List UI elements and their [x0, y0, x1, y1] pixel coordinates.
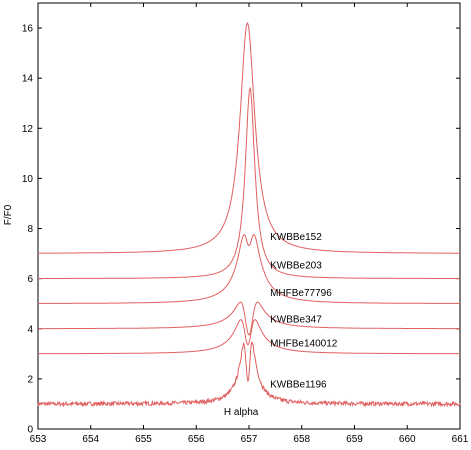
h-alpha-annotation: H alpha — [224, 407, 259, 418]
x-tick-label: 653 — [30, 434, 47, 445]
y-tick-label: 14 — [22, 74, 34, 85]
series-lines — [37, 22, 461, 408]
series-label-mhfbe140012: MHFBe140012 — [270, 338, 338, 349]
y-tick-label: 8 — [27, 224, 33, 235]
y-tick-label: 6 — [27, 274, 33, 285]
y-tick-label: 0 — [27, 425, 33, 436]
series-labels: KWBBe152 KWBBe203 MHFBe77796 KWBBe347 MHFBe1… — [270, 232, 338, 391]
plot-frame — [37, 2, 461, 430]
y-tick-label: 2 — [27, 374, 33, 385]
x-tick-label: 658 — [293, 434, 310, 445]
y-tick-label: 16 — [22, 24, 34, 35]
x-tick-label: 660 — [399, 434, 416, 445]
plot-border — [37, 2, 461, 430]
y-axis: 0 2 4 6 8 10 12 14 16 — [22, 24, 460, 436]
series-line-mhfbe140012 — [38, 319, 460, 355]
x-tick-label: 656 — [188, 434, 205, 445]
x-tick-label: 654 — [82, 434, 99, 445]
x-tick-label: 655 — [135, 434, 152, 445]
series-label-kwbbe1196: KWBBe1196 — [270, 380, 327, 391]
x-tick-label: 661 — [452, 434, 469, 445]
y-axis-title: F/F0 — [3, 204, 14, 225]
series-line-kwbbe203 — [38, 86, 460, 279]
y-tick-label: 10 — [22, 174, 34, 185]
series-label-mhfbe77796: MHFBe77796 — [270, 288, 332, 299]
y-tick-label: 12 — [22, 124, 34, 135]
series-line-kwbbe347 — [38, 301, 460, 336]
series-label-kwbbe203: KWBBe203 — [270, 261, 322, 272]
series-label-kwbbe152: KWBBe152 — [270, 232, 322, 243]
y-tick-label: 4 — [27, 324, 33, 335]
x-tick-label: 657 — [241, 434, 258, 445]
series-line-mhfbe77796 — [38, 234, 460, 304]
series-line-kwbbe1196 — [37, 341, 461, 408]
x-tick-label: 659 — [346, 434, 363, 445]
series-line-kwbbe152 — [38, 22, 460, 254]
x-axis: 653 654 655 656 657 658 659 660 661 — [30, 3, 469, 445]
series-label-kwbbe347: KWBBe347 — [270, 315, 322, 326]
